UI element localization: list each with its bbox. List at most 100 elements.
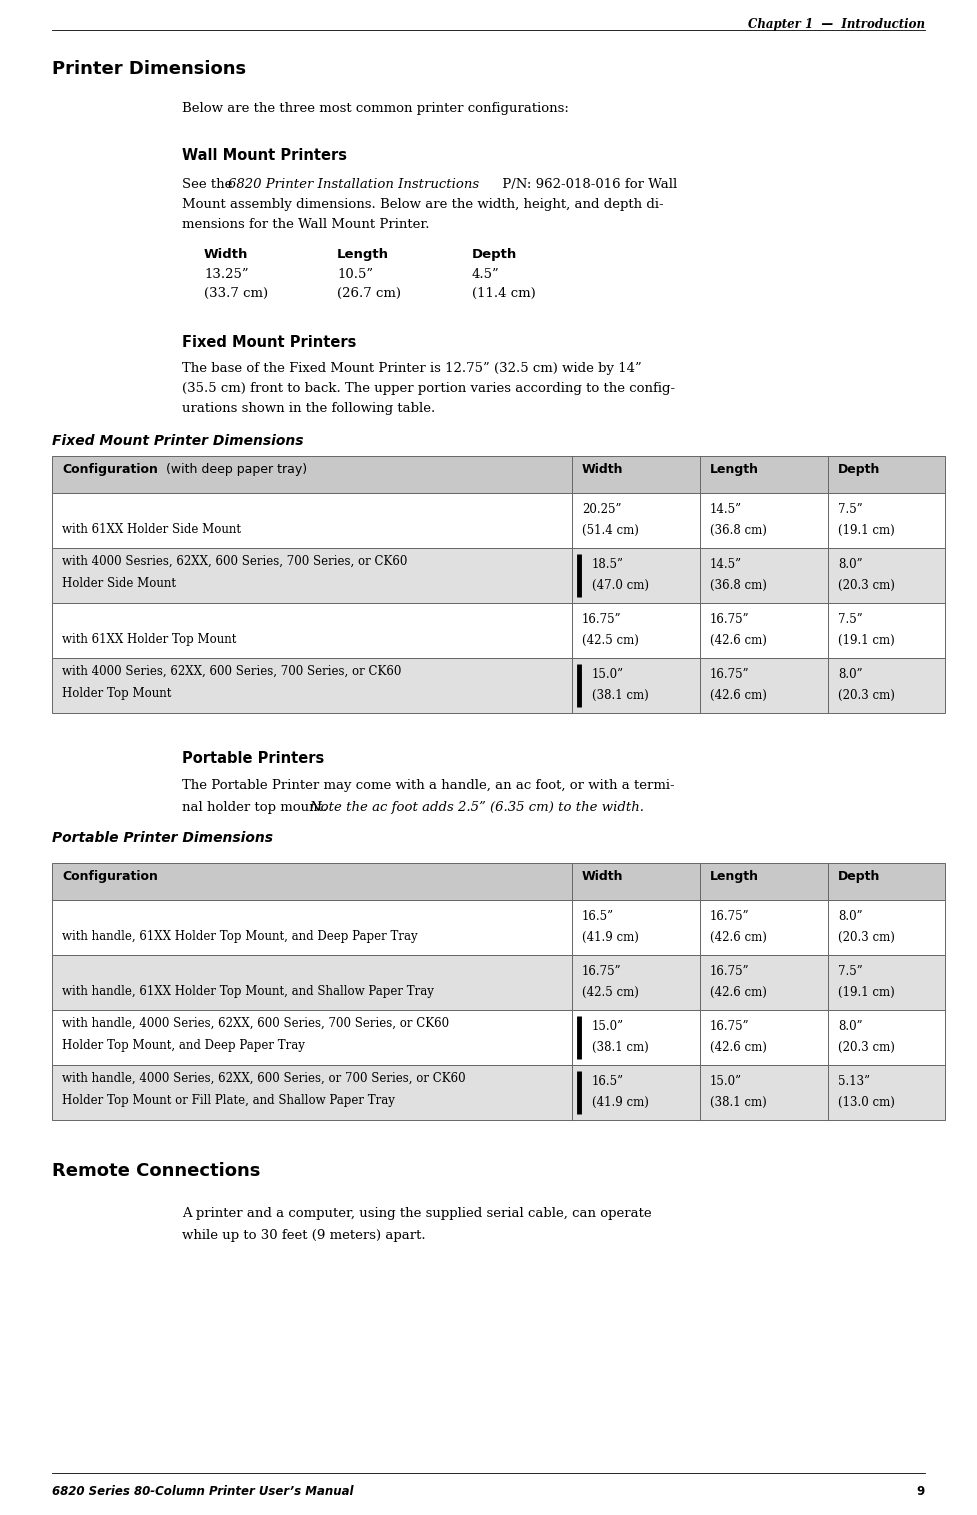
Text: Portable Printer Dimensions: Portable Printer Dimensions — [52, 832, 273, 845]
Text: with handle, 4000 Series, 62XX, 600 Series, or 700 Series, or CK60: with handle, 4000 Series, 62XX, 600 Seri… — [62, 1073, 466, 1085]
Text: 15.0”: 15.0” — [710, 1076, 743, 1088]
Text: (42.5 cm): (42.5 cm) — [582, 633, 639, 647]
Text: 20.25”: 20.25” — [582, 503, 621, 517]
Text: Length: Length — [710, 464, 759, 476]
Bar — [52, 456, 945, 492]
Text: 15.0”: 15.0” — [592, 1020, 624, 1033]
Text: Holder Top Mount: Holder Top Mount — [62, 686, 171, 700]
Text: Remote Connections: Remote Connections — [52, 1162, 261, 1180]
Bar — [52, 548, 945, 603]
Text: (42.6 cm): (42.6 cm) — [710, 986, 767, 998]
Text: 16.75”: 16.75” — [582, 965, 621, 979]
Text: urations shown in the following table.: urations shown in the following table. — [182, 401, 435, 415]
Text: 14.5”: 14.5” — [710, 503, 743, 517]
Text: Depth: Depth — [838, 464, 880, 476]
Bar — [52, 492, 945, 548]
Bar — [52, 658, 945, 714]
Text: (42.5 cm): (42.5 cm) — [582, 986, 639, 998]
Text: with 61XX Holder Top Mount: with 61XX Holder Top Mount — [62, 633, 236, 645]
Text: 6820 Series 80-Column Printer User’s Manual: 6820 Series 80-Column Printer User’s Man… — [52, 1485, 354, 1498]
Text: Chapter 1  —  Introduction: Chapter 1 — Introduction — [748, 18, 925, 30]
Bar — [52, 1011, 945, 1065]
Text: Wall Mount Printers: Wall Mount Printers — [182, 148, 347, 164]
Text: 14.5”: 14.5” — [710, 558, 743, 571]
Text: Printer Dimensions: Printer Dimensions — [52, 61, 246, 77]
Text: Holder Top Mount or Fill Plate, and Shallow Paper Tray: Holder Top Mount or Fill Plate, and Shal… — [62, 1094, 395, 1106]
Text: (20.3 cm): (20.3 cm) — [838, 579, 895, 592]
Text: 16.75”: 16.75” — [710, 965, 749, 979]
Text: (36.8 cm): (36.8 cm) — [710, 524, 767, 536]
Text: Portable Printers: Portable Printers — [182, 751, 324, 767]
Text: (36.8 cm): (36.8 cm) — [710, 579, 767, 592]
Text: Mount assembly dimensions. Below are the width, height, and depth di-: Mount assembly dimensions. Below are the… — [182, 198, 663, 211]
Text: with 4000 Series, 62XX, 600 Series, 700 Series, or CK60: with 4000 Series, 62XX, 600 Series, 700 … — [62, 665, 402, 679]
Text: 7.5”: 7.5” — [838, 614, 863, 626]
Text: Holder Top Mount, and Deep Paper Tray: Holder Top Mount, and Deep Paper Tray — [62, 1038, 305, 1051]
Text: A printer and a computer, using the supplied serial cable, can operate: A printer and a computer, using the supp… — [182, 1207, 652, 1220]
Text: with handle, 61XX Holder Top Mount, and Shallow Paper Tray: with handle, 61XX Holder Top Mount, and … — [62, 985, 434, 998]
Text: (26.7 cm): (26.7 cm) — [337, 286, 401, 300]
Text: Depth: Depth — [838, 870, 880, 883]
Text: (19.1 cm): (19.1 cm) — [838, 633, 895, 647]
Text: (35.5 cm) front to back. The upper portion varies according to the config-: (35.5 cm) front to back. The upper porti… — [182, 382, 675, 395]
Text: 8.0”: 8.0” — [838, 1020, 863, 1033]
Text: (38.1 cm): (38.1 cm) — [592, 1041, 649, 1054]
Text: Width: Width — [582, 464, 623, 476]
Text: (47.0 cm): (47.0 cm) — [592, 579, 649, 592]
Text: Fixed Mount Printers: Fixed Mount Printers — [182, 335, 357, 350]
Text: 13.25”: 13.25” — [204, 268, 248, 280]
Text: Width: Width — [204, 248, 248, 261]
Text: (19.1 cm): (19.1 cm) — [838, 524, 895, 536]
Bar — [52, 954, 945, 1011]
Text: while up to 30 feet (9 meters) apart.: while up to 30 feet (9 meters) apart. — [182, 1229, 426, 1242]
Text: 16.75”: 16.75” — [710, 911, 749, 923]
Bar — [52, 1065, 945, 1120]
Text: (20.3 cm): (20.3 cm) — [838, 689, 895, 701]
Text: Configuration: Configuration — [62, 870, 158, 883]
Text: 8.0”: 8.0” — [838, 911, 863, 923]
Text: mensions for the Wall Mount Printer.: mensions for the Wall Mount Printer. — [182, 218, 430, 230]
Text: 9: 9 — [916, 1485, 925, 1498]
Text: with 61XX Holder Side Mount: with 61XX Holder Side Mount — [62, 523, 241, 536]
Text: 16.5”: 16.5” — [592, 1076, 624, 1088]
Text: (20.3 cm): (20.3 cm) — [838, 1041, 895, 1054]
Text: (51.4 cm): (51.4 cm) — [582, 524, 639, 536]
Text: Below are the three most common printer configurations:: Below are the three most common printer … — [182, 102, 569, 115]
Text: See the: See the — [182, 177, 236, 191]
Text: Fixed Mount Printer Dimensions: Fixed Mount Printer Dimensions — [52, 433, 304, 448]
Text: 7.5”: 7.5” — [838, 965, 863, 979]
Text: 16.5”: 16.5” — [582, 911, 615, 923]
Text: 4.5”: 4.5” — [472, 268, 500, 280]
Text: (42.6 cm): (42.6 cm) — [710, 689, 767, 701]
Text: (38.1 cm): (38.1 cm) — [710, 1095, 767, 1109]
Text: Note the ac foot adds 2.5” (6.35 cm) to the width.: Note the ac foot adds 2.5” (6.35 cm) to … — [310, 801, 645, 814]
Text: (42.6 cm): (42.6 cm) — [710, 633, 767, 647]
Text: with handle, 61XX Holder Top Mount, and Deep Paper Tray: with handle, 61XX Holder Top Mount, and … — [62, 930, 417, 942]
Text: The Portable Printer may come with a handle, an ac foot, or with a termi-: The Portable Printer may come with a han… — [182, 779, 675, 792]
Text: nal holder top mount.: nal holder top mount. — [182, 801, 331, 814]
Text: 15.0”: 15.0” — [592, 668, 624, 682]
Text: (42.6 cm): (42.6 cm) — [710, 1041, 767, 1054]
Text: with handle, 4000 Series, 62XX, 600 Series, 700 Series, or CK60: with handle, 4000 Series, 62XX, 600 Seri… — [62, 1017, 449, 1030]
Text: (13.0 cm): (13.0 cm) — [838, 1095, 895, 1109]
Text: Depth: Depth — [472, 248, 517, 261]
Bar — [52, 603, 945, 658]
Text: Width: Width — [582, 870, 623, 883]
Text: (42.6 cm): (42.6 cm) — [710, 932, 767, 944]
Text: 5.13”: 5.13” — [838, 1076, 871, 1088]
Bar — [52, 864, 945, 900]
Text: 8.0”: 8.0” — [838, 668, 863, 682]
Text: (20.3 cm): (20.3 cm) — [838, 932, 895, 944]
Text: (33.7 cm): (33.7 cm) — [204, 286, 268, 300]
Text: P/N: 962-018-016 for Wall: P/N: 962-018-016 for Wall — [498, 177, 677, 191]
Text: The base of the Fixed Mount Printer is 12.75” (32.5 cm) wide by 14”: The base of the Fixed Mount Printer is 1… — [182, 362, 642, 376]
Bar — [52, 900, 945, 954]
Text: (41.9 cm): (41.9 cm) — [592, 1095, 649, 1109]
Text: 10.5”: 10.5” — [337, 268, 373, 280]
Text: Configuration: Configuration — [62, 464, 158, 476]
Text: (11.4 cm): (11.4 cm) — [472, 286, 535, 300]
Text: 6820 Printer Installation Instructions: 6820 Printer Installation Instructions — [228, 177, 479, 191]
Text: (with deep paper tray): (with deep paper tray) — [162, 464, 307, 476]
Text: 16.75”: 16.75” — [582, 614, 621, 626]
Text: 7.5”: 7.5” — [838, 503, 863, 517]
